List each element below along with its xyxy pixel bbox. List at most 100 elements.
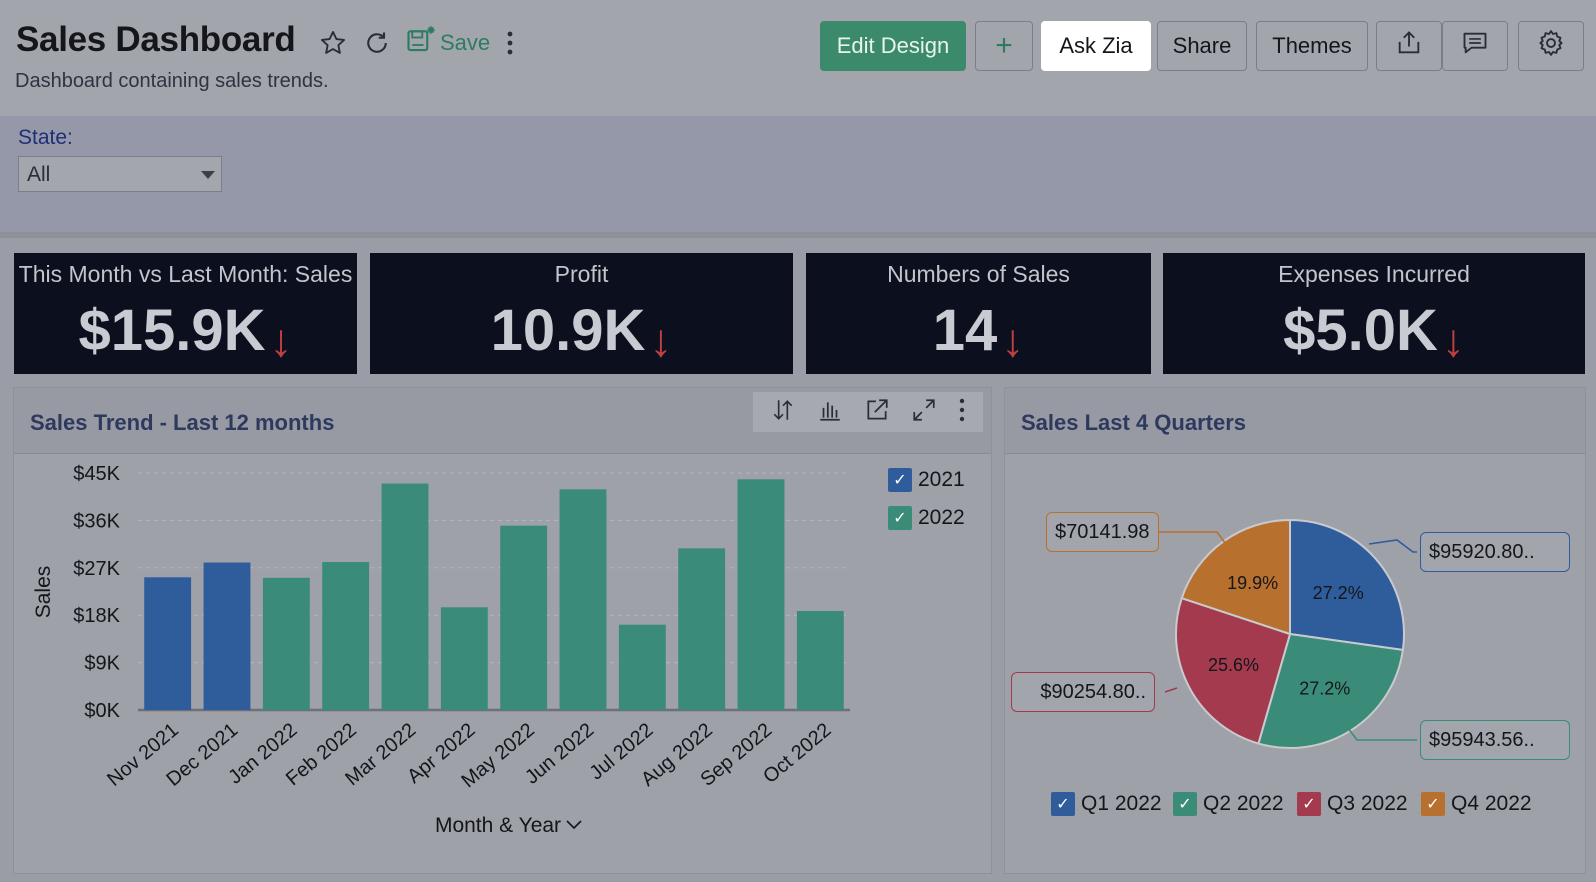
state-filter-value: All xyxy=(27,163,51,186)
bar-jan-2022[interactable] xyxy=(262,577,310,710)
bar-jul-2022[interactable] xyxy=(618,624,666,710)
page-title: Sales Dashboard xyxy=(16,20,296,59)
pie-leader-line xyxy=(1159,531,1230,549)
pie-leader-line xyxy=(1164,687,1178,693)
dashboard-header: Sales Dashboard Dashboard containing sal… xyxy=(0,0,1596,116)
save-label: Save xyxy=(440,30,491,55)
kpi-title: This Month vs Last Month: Sales xyxy=(18,261,353,287)
bar-apr-2022[interactable] xyxy=(440,607,488,710)
legend-item-q3-2022[interactable]: ✓ Q3 2022 xyxy=(1297,792,1408,816)
kpi-value: $15.9K↓ xyxy=(78,298,293,366)
state-filter-label: State: xyxy=(18,126,73,149)
checkbox-checked-icon: ✓ xyxy=(1421,792,1445,816)
kpi-value: 14↓ xyxy=(932,298,1025,366)
dropdown-caret-icon xyxy=(201,171,215,179)
legend-item-q2-2022[interactable]: ✓ Q2 2022 xyxy=(1173,792,1284,816)
save-button[interactable]: Save xyxy=(406,24,490,62)
kpi-card-expenses[interactable]: Expenses Incurred $5.0K↓ xyxy=(1163,253,1585,374)
bar-dec-2021[interactable] xyxy=(203,562,251,710)
pie-slice-q1-2022[interactable] xyxy=(1289,518,1405,652)
share-button[interactable]: Share xyxy=(1157,21,1247,71)
down-arrow-icon: ↓ xyxy=(1001,314,1025,366)
bar-feb-2022[interactable] xyxy=(322,562,370,710)
panel-title: Sales Trend - Last 12 months xyxy=(30,410,335,435)
kpi-title: Expenses Incurred xyxy=(1278,261,1470,287)
chart-type-icon[interactable] xyxy=(817,397,843,428)
down-arrow-icon: ↓ xyxy=(649,314,673,366)
checkbox-checked-icon: ✓ xyxy=(1297,792,1321,816)
chart-toolbar xyxy=(753,392,983,432)
legend-label: 2022 xyxy=(918,506,965,529)
add-button[interactable]: + xyxy=(975,21,1033,71)
y-tick-label: $36K xyxy=(73,510,120,532)
checkbox-checked-icon: ✓ xyxy=(888,468,912,492)
legend-label: Q3 2022 xyxy=(1327,792,1408,815)
checkbox-checked-icon: ✓ xyxy=(888,506,912,530)
pie-slice-q3-2022[interactable] xyxy=(1175,596,1292,745)
legend-label: Q2 2022 xyxy=(1203,792,1284,815)
kpi-title: Numbers of Sales xyxy=(887,261,1070,287)
themes-button[interactable]: Themes xyxy=(1256,21,1368,71)
kpi-card-number-of-sales[interactable]: Numbers of Sales 14↓ xyxy=(806,253,1151,374)
open-new-icon[interactable] xyxy=(864,397,890,428)
y-tick-label: $9K xyxy=(84,653,120,675)
sort-icon[interactable] xyxy=(770,397,796,428)
kpi-title: Profit xyxy=(554,261,609,287)
pie-chart: 27.2% 27.2% 25.6% 19.9% xyxy=(1159,518,1417,749)
pie-percent-label: 19.9% xyxy=(1227,573,1278,593)
bar-nov-2021[interactable] xyxy=(144,577,192,710)
kpi-card-profit[interactable]: Profit 10.9K↓ xyxy=(370,253,793,374)
y-tick-label: $45K xyxy=(73,463,120,485)
pie-percent-label: 27.2% xyxy=(1313,583,1364,603)
bar-aug-2022[interactable] xyxy=(678,548,726,710)
bar-may-2022[interactable] xyxy=(500,525,548,710)
pie-leader-line xyxy=(1368,539,1417,553)
bar-jun-2022[interactable] xyxy=(559,489,607,710)
state-filter-select[interactable]: All xyxy=(18,156,222,192)
y-tick-label: $0K xyxy=(84,700,120,722)
edit-design-button[interactable]: Edit Design xyxy=(820,21,966,71)
y-axis-label: Sales xyxy=(32,566,55,619)
comments-button[interactable] xyxy=(1442,21,1508,71)
legend-label: Q1 2022 xyxy=(1081,792,1162,815)
legend-item-2022[interactable]: ✓ 2022 xyxy=(888,506,965,530)
filter-bar: State: All xyxy=(0,116,1596,238)
bar-mar-2022[interactable] xyxy=(381,483,429,710)
pie-callout-q2: $95943.56.. xyxy=(1420,720,1570,760)
pie-callout-q3: $90254.80.. xyxy=(1011,672,1155,712)
x-axis-label[interactable]: Month & Year xyxy=(435,814,561,837)
pie-callout-q1: $95920.80.. xyxy=(1420,532,1570,572)
bar-oct-2022[interactable] xyxy=(796,610,844,710)
y-tick-label: $27K xyxy=(73,558,120,580)
pie-slice-q2-2022[interactable] xyxy=(1257,632,1405,749)
save-icon xyxy=(406,25,436,61)
down-arrow-icon: ↓ xyxy=(269,314,293,366)
legend-item-q4-2022[interactable]: ✓ Q4 2022 xyxy=(1421,792,1532,816)
more-vertical-icon[interactable] xyxy=(493,26,527,60)
kpi-value: 10.9K↓ xyxy=(490,298,673,366)
bar-sep-2022[interactable] xyxy=(737,479,785,710)
refresh-icon[interactable] xyxy=(360,26,394,60)
legend-label: 2021 xyxy=(918,468,965,491)
more-icon[interactable] xyxy=(958,397,966,428)
pie-percent-label: 27.2% xyxy=(1299,679,1350,699)
panel-header: Sales Trend - Last 12 months xyxy=(14,388,991,454)
expand-icon[interactable] xyxy=(911,397,937,428)
pie-callout-q4: $70141.98 xyxy=(1046,512,1159,552)
export-icon xyxy=(1395,29,1423,63)
page-subtitle: Dashboard containing sales trends. xyxy=(15,70,329,92)
down-arrow-icon: ↓ xyxy=(1441,314,1465,366)
checkbox-checked-icon: ✓ xyxy=(1173,792,1197,816)
legend-item-q1-2022[interactable]: ✓ Q1 2022 xyxy=(1051,792,1162,816)
kpi-card-sales[interactable]: This Month vs Last Month: Sales $15.9K↓ xyxy=(14,253,357,374)
panel-title: Sales Last 4 Quarters xyxy=(1021,410,1247,435)
star-icon[interactable] xyxy=(316,26,350,60)
settings-button[interactable] xyxy=(1518,21,1584,71)
ask-zia-button[interactable]: Ask Zia xyxy=(1041,21,1151,71)
comment-icon xyxy=(1461,29,1489,63)
kpi-value: $5.0K↓ xyxy=(1283,298,1465,366)
chevron-down-icon[interactable] xyxy=(566,820,582,830)
legend-item-2021[interactable]: ✓ 2021 xyxy=(888,468,965,492)
export-button[interactable] xyxy=(1376,21,1442,71)
